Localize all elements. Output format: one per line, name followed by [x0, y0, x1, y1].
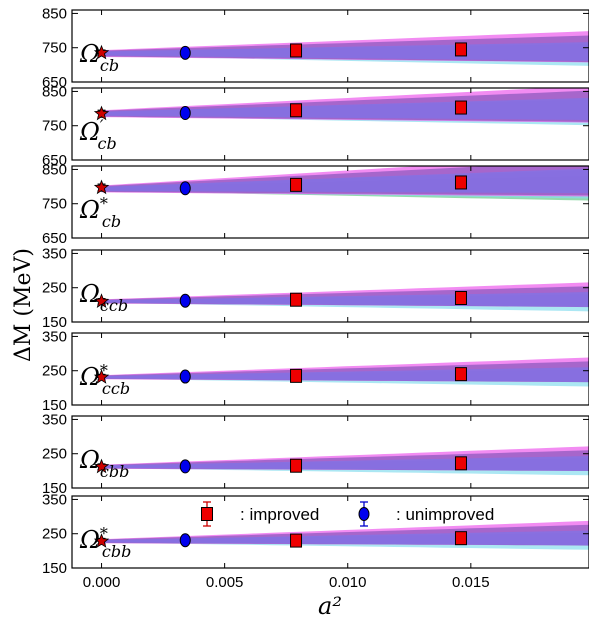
unimproved-point [179, 293, 191, 308]
y-tick-label: 850 [42, 83, 67, 100]
legend: : improved : unimproved [201, 501, 494, 527]
y-tick-label: 150 [42, 314, 67, 331]
panel-frame [71, 415, 589, 489]
improved-point [290, 458, 303, 473]
panel-label: Ωcbb [79, 446, 129, 481]
improved-point [290, 177, 303, 192]
y-tick-label: 350 [42, 328, 67, 345]
plot-area [93, 166, 589, 201]
panel-frame [71, 332, 589, 406]
improved-point [454, 100, 467, 115]
x-tick-label: 0.010 [329, 574, 367, 591]
y-tick-label: 150 [42, 560, 67, 577]
y-axis-title: ΔM (MeV) [11, 248, 36, 362]
y-tick-label: 150 [42, 397, 67, 414]
extrapolated-point [93, 293, 110, 309]
y-tick-label: 750 [42, 118, 67, 135]
x-axis: 0.000 0.005 0.010 0.015 [83, 574, 490, 591]
legend-improved-label: : improved [240, 505, 319, 524]
improved-point [290, 103, 303, 118]
y-tick-label: 650 [42, 152, 67, 169]
panel-label: Ωccb [79, 280, 128, 315]
plot-area [93, 88, 589, 126]
y-tick-label: 750 [42, 196, 67, 213]
y-tick-label: 850 [42, 5, 67, 22]
improved-point [454, 531, 467, 546]
x-tick-label: 0.015 [452, 574, 490, 591]
band-blue [101, 97, 589, 120]
y-tick-label: 250 [42, 363, 67, 380]
y-tick-label: 650 [42, 230, 67, 247]
band-blue [101, 42, 589, 61]
x-tick-label: 0.005 [206, 574, 244, 591]
legend-unimproved-label: : unimproved [396, 505, 494, 524]
band-blue [101, 292, 589, 307]
improved-point [290, 368, 303, 383]
legend-unimproved-marker [358, 507, 370, 521]
panel-3: 650 750 850 Ω* cb [42, 161, 589, 247]
improved-point [454, 456, 467, 471]
unimproved-point [179, 106, 191, 121]
plot-area [93, 282, 589, 312]
panel-4: 150 250 350 Ωccb [42, 245, 589, 331]
extrapolated-point [93, 458, 110, 474]
y-tick-label: 350 [42, 491, 67, 508]
panel-label: Ω′ cb [79, 116, 117, 153]
unimproved-point [179, 45, 191, 60]
plot-area [93, 357, 589, 387]
y-tick-label: 150 [42, 480, 67, 497]
improved-point [454, 42, 467, 57]
improved-point [290, 292, 303, 307]
y-tick-label: 850 [42, 161, 67, 178]
improved-point [454, 367, 467, 382]
panel-frame [71, 165, 589, 239]
extrapolated-point [93, 179, 110, 195]
chart-panels: 650 750 850 Ωcb 650 750 850 Ω′ cb 650 750 850 Ω* cb 15… [42, 5, 589, 577]
plot-area [93, 31, 589, 66]
extrapolated-point [93, 533, 110, 548]
panel-6: 150 250 350 Ωcbb [42, 411, 589, 497]
panel-frame [71, 249, 589, 323]
plot-area [93, 520, 589, 550]
panel-frame [71, 9, 589, 83]
band-blue [101, 530, 589, 546]
panel-2: 650 750 850 Ω′ cb [42, 83, 589, 169]
panel-7: 150 250 350 Ω* cbb [42, 491, 589, 577]
band-blue [101, 168, 589, 194]
x-tick-label: 0.000 [83, 574, 121, 591]
extrapolated-point [93, 105, 110, 121]
x-axis-title: a² [318, 592, 342, 620]
panel-1: 650 750 850 Ωcb [42, 5, 589, 91]
extrapolated-point [93, 44, 110, 60]
panel-frame [71, 495, 589, 569]
unimproved-point [179, 459, 191, 474]
extrapolated-point [93, 369, 110, 384]
legend-improved-marker [201, 507, 213, 521]
panel-label: Ω* cb [79, 194, 121, 231]
band-blue [101, 456, 589, 471]
y-tick-label: 250 [42, 280, 67, 297]
improved-point [454, 175, 467, 190]
panel-label: Ωcb [79, 40, 119, 75]
panel-label: Ω* ccb [79, 361, 130, 398]
band-blue [101, 367, 589, 382]
panel-label: Ω* cbb [79, 524, 131, 561]
y-tick-label: 350 [42, 245, 67, 262]
unimproved-point [179, 533, 191, 548]
panel-frame [71, 87, 589, 161]
y-tick-label: 750 [42, 40, 67, 57]
y-tick-label: 250 [42, 446, 67, 463]
unimproved-point [179, 181, 191, 196]
plot-area [93, 446, 589, 476]
improved-point [290, 43, 303, 58]
unimproved-point [179, 369, 191, 384]
panel-5: 150 250 350 Ω* ccb [42, 328, 589, 414]
improved-point [454, 291, 467, 305]
improved-point [290, 533, 303, 548]
y-tick-label: 350 [42, 411, 67, 428]
y-tick-label: 250 [42, 526, 67, 543]
y-tick-label: 650 [42, 74, 67, 91]
